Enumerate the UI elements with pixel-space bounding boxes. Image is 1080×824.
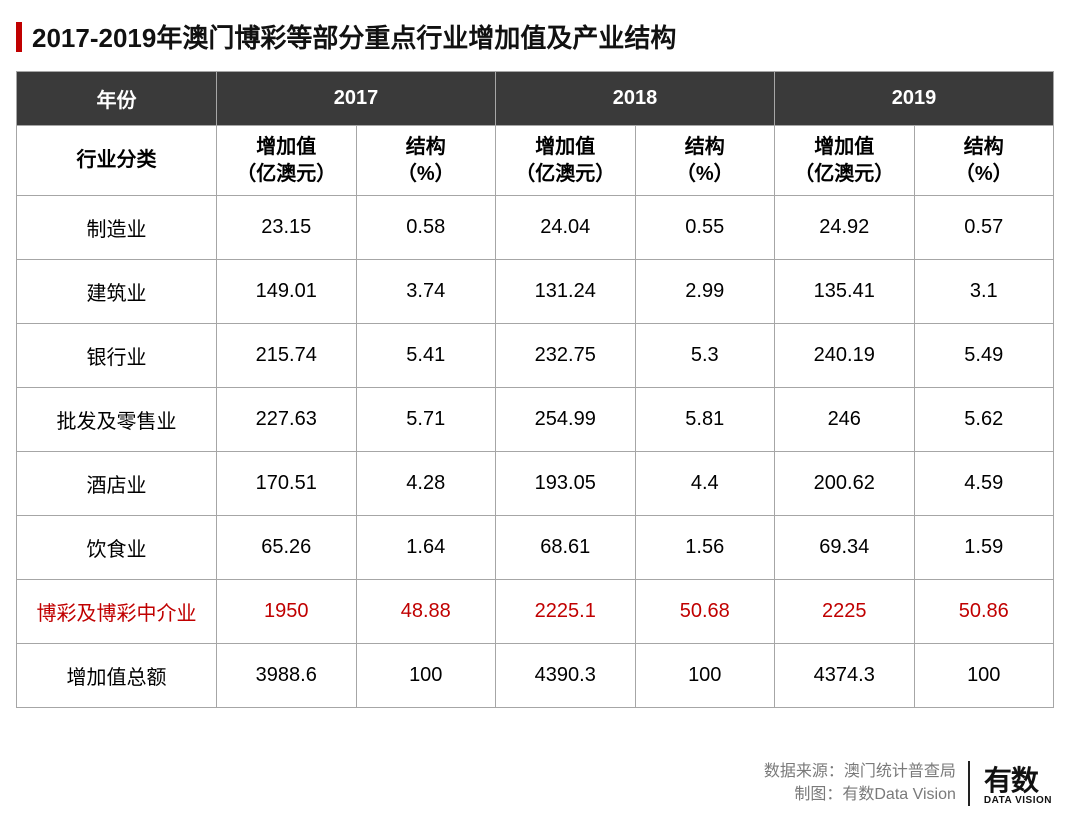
table-row: 建筑业149.013.74131.242.99135.413.1 bbox=[17, 260, 1054, 324]
table-row: 饮食业65.261.6468.611.5669.341.59 bbox=[17, 516, 1054, 580]
cell: 50.68 bbox=[635, 580, 775, 644]
row-label: 建筑业 bbox=[17, 260, 217, 324]
cell: 227.63 bbox=[217, 388, 357, 452]
cell: 24.92 bbox=[775, 196, 915, 260]
industry-table: 年份 2017 2018 2019 行业分类 增加值（亿澳元） 结构（%） 增加… bbox=[16, 71, 1054, 708]
footer-logo: 有数 DATA VISION bbox=[984, 767, 1052, 806]
cell: 2225.1 bbox=[496, 580, 636, 644]
page-title: 2017-2019年澳门博彩等部分重点行业增加值及产业结构 bbox=[32, 18, 676, 55]
title-accent bbox=[16, 22, 22, 52]
cell: 1950 bbox=[217, 580, 357, 644]
header-year-2017: 2017 bbox=[217, 72, 496, 126]
cell: 5.49 bbox=[914, 324, 1054, 388]
header-pct-2019: 结构（%） bbox=[914, 126, 1054, 196]
cell: 3.74 bbox=[356, 260, 496, 324]
table-row: 制造业23.150.5824.040.5524.920.57 bbox=[17, 196, 1054, 260]
row-label: 批发及零售业 bbox=[17, 388, 217, 452]
row-label: 博彩及博彩中介业 bbox=[17, 580, 217, 644]
header-value-2017: 增加值（亿澳元） bbox=[217, 126, 357, 196]
header-year-2018: 2018 bbox=[496, 72, 775, 126]
cell: 135.41 bbox=[775, 260, 915, 324]
cell: 0.57 bbox=[914, 196, 1054, 260]
cell: 100 bbox=[914, 644, 1054, 708]
cell: 0.55 bbox=[635, 196, 775, 260]
cell: 69.34 bbox=[775, 516, 915, 580]
cell: 200.62 bbox=[775, 452, 915, 516]
source-label: 数据来源： bbox=[764, 763, 844, 780]
cell: 232.75 bbox=[496, 324, 636, 388]
cell: 68.61 bbox=[496, 516, 636, 580]
header-category-label: 行业分类 bbox=[17, 126, 217, 196]
cell: 0.58 bbox=[356, 196, 496, 260]
row-label: 酒店业 bbox=[17, 452, 217, 516]
cell: 50.86 bbox=[914, 580, 1054, 644]
cell: 254.99 bbox=[496, 388, 636, 452]
table-row: 增加值总额3988.61004390.31004374.3100 bbox=[17, 644, 1054, 708]
cell: 246 bbox=[775, 388, 915, 452]
table-header-years: 年份 2017 2018 2019 bbox=[17, 72, 1054, 126]
table-row: 酒店业170.514.28193.054.4200.624.59 bbox=[17, 452, 1054, 516]
cell: 4390.3 bbox=[496, 644, 636, 708]
source-value: 澳门统计普查局 bbox=[844, 763, 956, 780]
cell: 5.71 bbox=[356, 388, 496, 452]
cell: 1.56 bbox=[635, 516, 775, 580]
logo-en: DATA VISION bbox=[984, 795, 1052, 806]
row-label: 饮食业 bbox=[17, 516, 217, 580]
cell: 4.28 bbox=[356, 452, 496, 516]
cell: 2.99 bbox=[635, 260, 775, 324]
table-body: 制造业23.150.5824.040.5524.920.57建筑业149.013… bbox=[17, 196, 1054, 708]
row-label: 增加值总额 bbox=[17, 644, 217, 708]
cell: 5.3 bbox=[635, 324, 775, 388]
header-year-2019: 2019 bbox=[775, 72, 1054, 126]
header-value-2018: 增加值（亿澳元） bbox=[496, 126, 636, 196]
header-pct-2018: 结构（%） bbox=[635, 126, 775, 196]
cell: 48.88 bbox=[356, 580, 496, 644]
cell: 149.01 bbox=[217, 260, 357, 324]
cell: 131.24 bbox=[496, 260, 636, 324]
cell: 3988.6 bbox=[217, 644, 357, 708]
cell: 1.59 bbox=[914, 516, 1054, 580]
cell: 4.4 bbox=[635, 452, 775, 516]
cell: 5.81 bbox=[635, 388, 775, 452]
cell: 65.26 bbox=[217, 516, 357, 580]
table-row: 博彩及博彩中介业195048.882225.150.68222550.86 bbox=[17, 580, 1054, 644]
cell: 100 bbox=[635, 644, 775, 708]
cell: 24.04 bbox=[496, 196, 636, 260]
table-header-sub: 行业分类 增加值（亿澳元） 结构（%） 增加值（亿澳元） 结构（%） 增加值（亿… bbox=[17, 126, 1054, 196]
cell: 215.74 bbox=[217, 324, 357, 388]
cell: 23.15 bbox=[217, 196, 357, 260]
footer-text: 数据来源：澳门统计普查局 制图：有数Data Vision bbox=[764, 761, 970, 806]
table-row: 批发及零售业227.635.71254.995.812465.62 bbox=[17, 388, 1054, 452]
chart-value: 有数Data Vision bbox=[842, 786, 956, 803]
cell: 5.41 bbox=[356, 324, 496, 388]
cell: 240.19 bbox=[775, 324, 915, 388]
header-pct-2017: 结构（%） bbox=[356, 126, 496, 196]
cell: 5.62 bbox=[914, 388, 1054, 452]
header-value-2019: 增加值（亿澳元） bbox=[775, 126, 915, 196]
cell: 2225 bbox=[775, 580, 915, 644]
chart-label: 制图： bbox=[794, 786, 842, 803]
cell: 4374.3 bbox=[775, 644, 915, 708]
cell: 3.1 bbox=[914, 260, 1054, 324]
cell: 193.05 bbox=[496, 452, 636, 516]
row-label: 银行业 bbox=[17, 324, 217, 388]
cell: 100 bbox=[356, 644, 496, 708]
cell: 1.64 bbox=[356, 516, 496, 580]
table-row: 银行业215.745.41232.755.3240.195.49 bbox=[17, 324, 1054, 388]
header-year-label: 年份 bbox=[17, 72, 217, 126]
logo-cn: 有数 bbox=[984, 767, 1038, 795]
footer: 数据来源：澳门统计普查局 制图：有数Data Vision 有数 DATA VI… bbox=[764, 761, 1052, 806]
cell: 4.59 bbox=[914, 452, 1054, 516]
cell: 170.51 bbox=[217, 452, 357, 516]
row-label: 制造业 bbox=[17, 196, 217, 260]
title-bar: 2017-2019年澳门博彩等部分重点行业增加值及产业结构 bbox=[16, 18, 1054, 55]
